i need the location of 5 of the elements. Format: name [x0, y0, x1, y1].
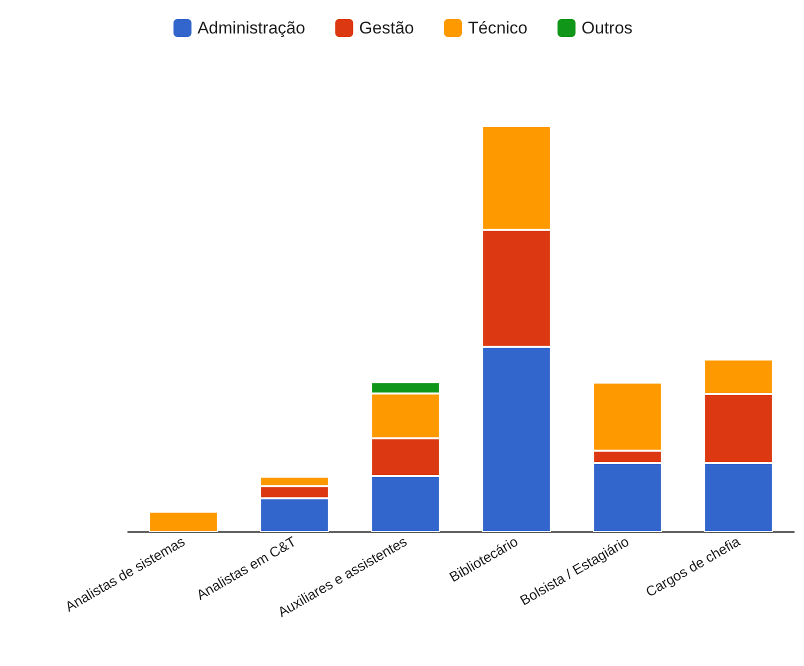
legend-label: Técnico — [468, 18, 528, 38]
legend-label: Gestão — [359, 18, 414, 38]
legend-label: Administração — [197, 18, 306, 38]
bar — [149, 512, 218, 532]
legend-label: Outros — [582, 18, 633, 38]
